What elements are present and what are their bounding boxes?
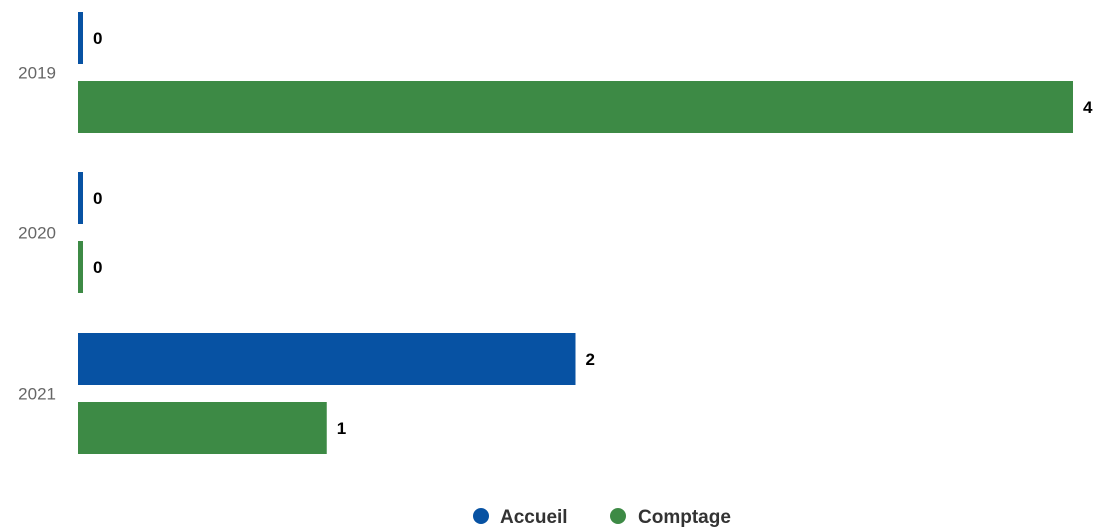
legend: Accueil Comptage — [473, 507, 731, 528]
category-label-2021: 2021 — [18, 385, 56, 404]
bar-accueil-2020[interactable] — [78, 172, 83, 224]
data-label-comptage-2021: 1 — [337, 419, 346, 438]
bar-comptage-2020[interactable] — [78, 241, 83, 293]
legend-label-accueil: Accueil — [500, 507, 568, 528]
legend-label-comptage: Comptage — [638, 507, 731, 528]
data-label-comptage-2020: 0 — [93, 258, 102, 277]
bar-accueil-2019[interactable] — [78, 12, 83, 64]
bar-comptage-2021[interactable] — [78, 402, 327, 454]
data-label-accueil-2019: 0 — [93, 29, 102, 48]
bar-comptage-2019[interactable] — [78, 81, 1073, 133]
category-label-2020: 2020 — [18, 224, 56, 243]
category-label-2019: 2019 — [18, 64, 56, 83]
legend-item-comptage[interactable]: Comptage — [610, 507, 731, 528]
legend-marker-accueil — [473, 508, 489, 524]
data-label-accueil-2020: 0 — [93, 189, 102, 208]
plot-area: 2019 0 4 2020 0 0 2021 2 1 — [18, 12, 1093, 454]
data-label-accueil-2021: 2 — [586, 350, 595, 369]
legend-marker-comptage — [610, 508, 626, 524]
bar-accueil-2021[interactable] — [78, 333, 576, 385]
data-label-comptage-2019: 4 — [1083, 98, 1093, 117]
legend-item-accueil[interactable]: Accueil — [473, 507, 568, 528]
